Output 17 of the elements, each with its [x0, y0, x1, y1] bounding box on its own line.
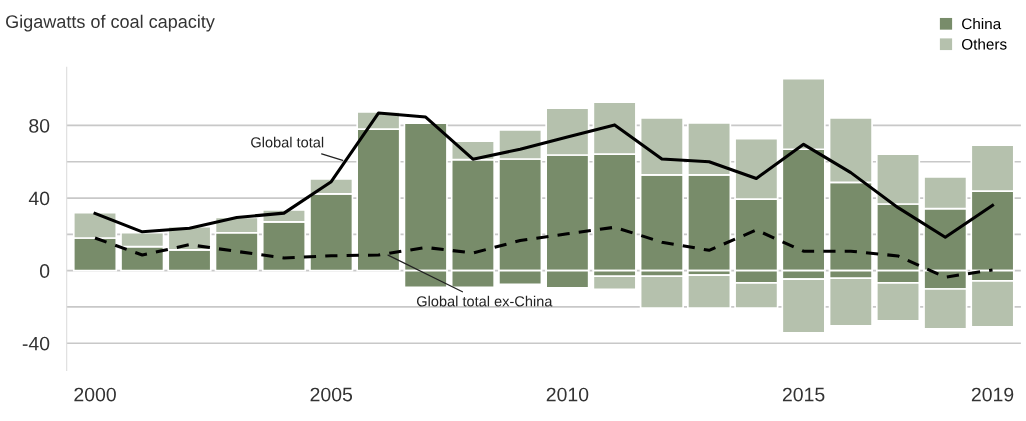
x-tick-label: 2010: [546, 387, 589, 402]
series-label: Global total: [251, 136, 324, 148]
y-tick-label: 40: [28, 191, 50, 206]
legend-label: Others: [962, 38, 1007, 50]
x-tick-label: 2000: [74, 387, 116, 402]
y-tick-label: -40: [22, 336, 50, 351]
x-tick-label: 2019: [971, 387, 1014, 402]
text: Global total ex-China: [416, 295, 553, 307]
x-tick-label: 2015: [782, 387, 825, 402]
legend-label: China: [962, 18, 1002, 30]
chart-title: Gigawatts of coal capacity: [6, 14, 215, 32]
line-series: [93, 111, 995, 239]
x-tick-label: 2005: [310, 387, 353, 402]
line-series: [93, 225, 995, 279]
bar: [687, 274, 732, 309]
y-tick-label: 0: [39, 264, 50, 278]
y-tick-label: 80: [29, 118, 50, 133]
